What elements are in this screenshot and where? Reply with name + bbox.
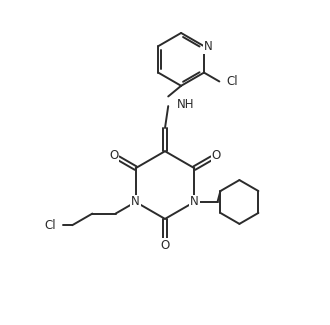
Text: Cl: Cl (226, 75, 238, 88)
Text: NH: NH (177, 98, 195, 111)
Text: N: N (131, 195, 140, 208)
Text: O: O (109, 150, 118, 162)
Text: O: O (160, 239, 170, 252)
Text: N: N (204, 40, 213, 53)
Text: O: O (212, 150, 221, 162)
Text: Cl: Cl (44, 219, 55, 232)
Text: N: N (190, 195, 199, 208)
